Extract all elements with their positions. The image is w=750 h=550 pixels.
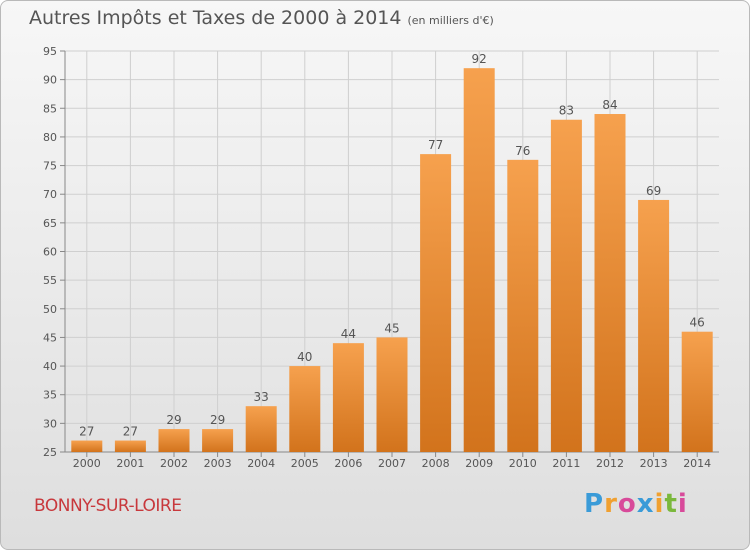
y-tick-label: 65 xyxy=(43,217,57,230)
y-tick-label: 50 xyxy=(43,303,57,316)
data-labels: 27 27 29 29 33 40 44 45 77 92 76 83 84 69 46 xyxy=(79,52,705,438)
y-tick-label: 25 xyxy=(43,446,57,459)
brand-letter: r xyxy=(604,489,618,519)
bar-2003 xyxy=(202,429,234,452)
chart-title: Autres Impôts et Taxes de 2000 à 2014 (en… xyxy=(29,7,494,29)
data-label: 76 xyxy=(515,144,530,158)
data-label: 29 xyxy=(166,413,181,427)
y-tick-label: 45 xyxy=(43,331,57,344)
x-tick-label: 2010 xyxy=(509,457,537,470)
x-tick-label: 2002 xyxy=(160,457,188,470)
y-tick-label: 35 xyxy=(43,389,57,402)
y-tick-label: 70 xyxy=(43,188,57,201)
x-tick-label: 2008 xyxy=(422,457,450,470)
bar-2005 xyxy=(289,366,321,452)
bar-2002 xyxy=(158,429,190,452)
brand-letter: i xyxy=(654,489,665,519)
x-tick-label: 2007 xyxy=(378,457,406,470)
x-tick-label: 2001 xyxy=(116,457,144,470)
data-label: 33 xyxy=(254,390,269,404)
chart-title-text: Autres Impôts et Taxes de 2000 à 2014 xyxy=(29,7,402,29)
x-tick-label: 2000 xyxy=(73,457,101,470)
brand-letter: t xyxy=(664,489,678,519)
data-label: 40 xyxy=(297,350,312,364)
y-tick-label: 90 xyxy=(43,74,57,87)
bar-2001 xyxy=(114,440,146,452)
x-tick-label: 2011 xyxy=(552,457,580,470)
commune-name: BONNY-SUR-LOIRE xyxy=(34,496,182,516)
data-label: 69 xyxy=(646,184,661,198)
x-tick-label: 2006 xyxy=(334,457,362,470)
bar-2000 xyxy=(71,440,103,452)
x-tick-label: 2012 xyxy=(596,457,624,470)
brand-letter: P xyxy=(584,489,605,519)
bar-2014 xyxy=(681,331,713,452)
y-tick-label: 95 xyxy=(43,45,57,58)
x-tick-label: 2004 xyxy=(247,457,275,470)
data-label: 45 xyxy=(384,321,399,335)
x-tick-label: 2014 xyxy=(683,457,711,470)
y-tick-label: 75 xyxy=(43,160,57,173)
y-tick-label: 30 xyxy=(43,417,57,430)
bar-2006 xyxy=(332,343,364,452)
data-label: 77 xyxy=(428,138,443,152)
x-tick-label: 2003 xyxy=(204,457,232,470)
data-label: 46 xyxy=(690,316,705,330)
bar-2013 xyxy=(638,199,670,452)
bar-2009 xyxy=(463,68,495,452)
brand-letter: i xyxy=(677,489,688,519)
bar-2007 xyxy=(376,337,408,452)
chart-subtitle: (en milliers d'€) xyxy=(407,14,494,27)
proxiti-logo: Proxiti xyxy=(584,489,688,519)
y-tick-label: 85 xyxy=(43,102,57,115)
x-tick-label: 2005 xyxy=(291,457,319,470)
y-tick-label: 40 xyxy=(43,360,57,373)
data-label: 92 xyxy=(472,52,487,66)
brand-letter: o xyxy=(617,489,637,519)
data-label: 84 xyxy=(602,98,617,112)
bar-2012 xyxy=(594,114,626,452)
y-tick-label: 80 xyxy=(43,131,57,144)
x-tick-label: 2009 xyxy=(465,457,493,470)
y-tick-label: 60 xyxy=(43,246,57,259)
bar-2011 xyxy=(550,119,582,452)
data-label: 27 xyxy=(123,425,138,439)
data-label: 29 xyxy=(210,413,225,427)
bar-2010 xyxy=(507,159,539,453)
brand-letter: x xyxy=(636,489,655,519)
data-label: 27 xyxy=(79,425,94,439)
bar-2004 xyxy=(245,406,277,452)
x-tick-label: 2013 xyxy=(640,457,668,470)
data-label: 44 xyxy=(341,327,356,341)
bars xyxy=(71,68,713,453)
data-label: 83 xyxy=(559,104,574,118)
bar-2008 xyxy=(420,154,452,452)
y-tick-label: 55 xyxy=(43,274,57,287)
